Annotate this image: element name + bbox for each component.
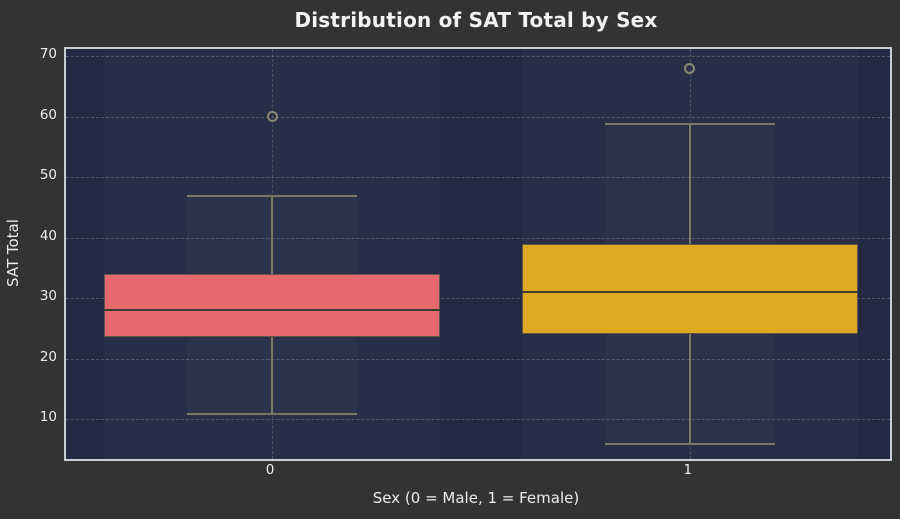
x-tick-label: 1 bbox=[683, 462, 693, 478]
y-gridline bbox=[66, 298, 890, 300]
chart-title: Distribution of SAT Total by Sex bbox=[294, 8, 658, 32]
y-gridline bbox=[66, 358, 890, 360]
median-line-1 bbox=[521, 291, 858, 294]
y-tick-label: 40 bbox=[39, 227, 57, 244]
y-tick-label: 60 bbox=[39, 106, 57, 123]
y-tick-label: 10 bbox=[39, 409, 57, 426]
outlier-point bbox=[266, 111, 278, 123]
x-tick-label: 0 bbox=[265, 462, 275, 478]
whisker-cap-top bbox=[604, 122, 775, 125]
y-tick-label: 30 bbox=[39, 288, 57, 305]
y-gridline bbox=[66, 237, 890, 239]
y-tick-label: 70 bbox=[39, 46, 57, 63]
y-tick-label: 20 bbox=[39, 348, 57, 365]
plot-area bbox=[64, 47, 892, 461]
y-gridline bbox=[66, 419, 890, 421]
whisker-cap-bottom bbox=[187, 413, 357, 416]
y-tick-label: 50 bbox=[39, 167, 57, 184]
whisker-cap-bottom bbox=[604, 443, 775, 446]
whisker-cap-top bbox=[187, 195, 357, 198]
box-1 bbox=[521, 243, 858, 335]
median-line-0 bbox=[103, 309, 441, 312]
y-gridline bbox=[66, 56, 890, 58]
box-0 bbox=[103, 273, 441, 338]
x-axis-label: Sex (0 = Male, 1 = Female) bbox=[372, 489, 580, 507]
y-gridline bbox=[66, 116, 890, 118]
outlier-point bbox=[684, 62, 696, 74]
y-gridline bbox=[66, 177, 890, 179]
